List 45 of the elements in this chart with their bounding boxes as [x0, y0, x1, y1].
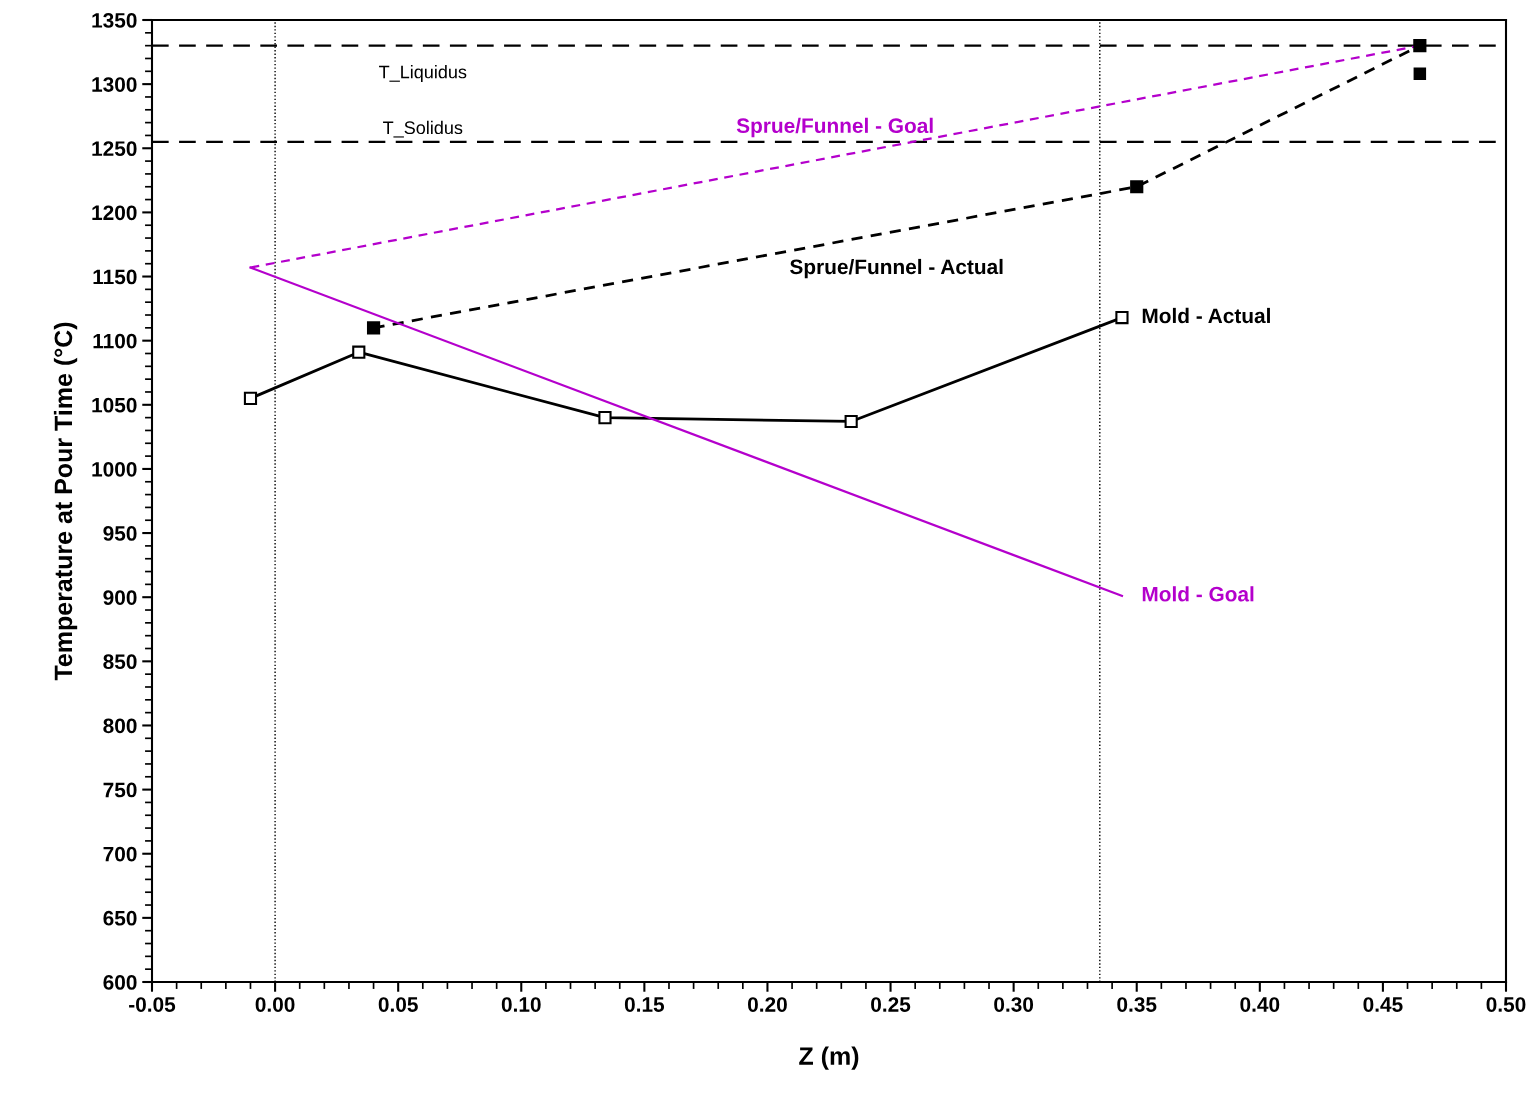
y-tick-label: 650 — [103, 910, 137, 926]
point — [352, 345, 366, 359]
point — [1413, 39, 1427, 53]
point — [1115, 310, 1129, 325]
y-tick-label: 900 — [103, 590, 137, 605]
x-tick-label: -0.05 — [129, 997, 176, 1012]
x-axis-title: Z (m) — [799, 1046, 859, 1070]
series-label: Sprue/Funnel - Goal — [736, 117, 933, 138]
y-tick-label: 1150 — [93, 269, 137, 285]
x-tick-label: 0.25 — [871, 997, 911, 1012]
y-tick-label: 1000 — [92, 461, 137, 477]
point — [844, 414, 858, 429]
x-tick-label: 0.05 — [378, 997, 418, 1012]
x-tick-label: 0.35 — [1117, 997, 1157, 1012]
y-tick-label: 850 — [103, 654, 137, 670]
point — [243, 391, 258, 405]
ref-line-label: T_Solidus — [383, 120, 463, 138]
point — [366, 321, 381, 335]
x-tick-label: 0.50 — [1486, 997, 1526, 1012]
y-tick-label: 750 — [103, 782, 137, 798]
y-tick-label: 600 — [103, 975, 137, 990]
point — [598, 411, 612, 425]
y-tick-label: 1100 — [93, 333, 137, 349]
y-tick-label: 800 — [103, 718, 137, 734]
x-tick-label: 0.00 — [255, 997, 295, 1012]
y-tick-label: 1250 — [92, 141, 137, 157]
x-tick-label: 0.10 — [501, 997, 541, 1012]
y-tick-label: 1350 — [92, 13, 137, 28]
y-tick-label: 950 — [103, 526, 137, 541]
y-tick-label: 1200 — [92, 205, 137, 221]
x-tick-label: 0.20 — [748, 997, 787, 1012]
x-tick-label: 0.15 — [624, 997, 665, 1012]
series-label: Mold - Goal — [1142, 586, 1254, 602]
x-tick-label: 0.30 — [994, 997, 1034, 1012]
y-tick-label: 700 — [103, 846, 137, 862]
y-tick-label: 1050 — [92, 397, 137, 413]
point — [1130, 180, 1144, 194]
x-tick-label: 0.40 — [1240, 997, 1280, 1012]
x-tick-label: 0.45 — [1363, 997, 1403, 1012]
y-tick-label: 1300 — [92, 77, 137, 92]
series-label: Sprue/Funnel - Actual — [790, 258, 1003, 279]
series-label: Mold - Actual — [1142, 307, 1270, 324]
point — [1413, 67, 1427, 81]
ref-line-label: T_Liquidus — [379, 65, 467, 82]
y-axis-title: Temperature at Pour Time (°C) — [53, 322, 78, 681]
